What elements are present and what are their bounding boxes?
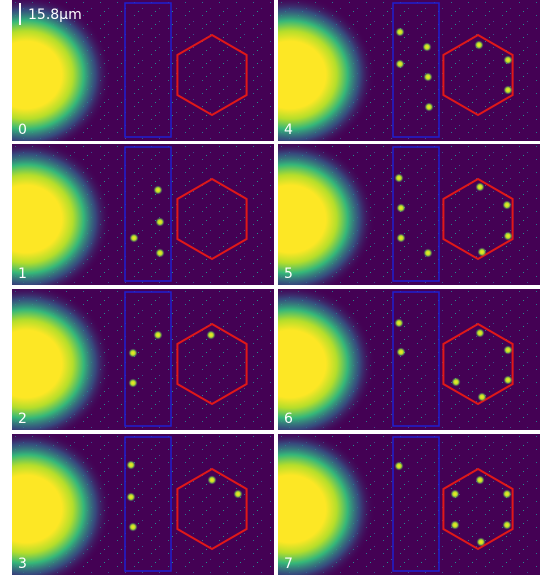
atom-spot bbox=[475, 41, 484, 50]
atom-spot bbox=[504, 232, 513, 241]
atom-spot bbox=[129, 349, 138, 358]
panel: 1 bbox=[0, 139, 274, 299]
scale-label: 15.8μm bbox=[28, 7, 82, 23]
atom-spot bbox=[425, 103, 434, 112]
atom-spot bbox=[504, 56, 513, 65]
panel: 2 bbox=[0, 284, 274, 444]
atom-spot bbox=[154, 186, 163, 195]
atom-spot bbox=[476, 476, 485, 485]
atom-spot bbox=[396, 28, 405, 37]
atom-spot bbox=[396, 60, 405, 69]
panel-label: 4 bbox=[284, 122, 293, 138]
atom-spot bbox=[129, 523, 138, 532]
atom-spot bbox=[127, 493, 136, 502]
atom-spot bbox=[477, 538, 486, 547]
atom-spot bbox=[207, 331, 216, 340]
atom-spot bbox=[451, 490, 460, 499]
atom-spot bbox=[395, 319, 404, 328]
panel-label: 7 bbox=[284, 556, 293, 572]
atom-spot bbox=[504, 346, 513, 355]
panel: 0 bbox=[0, 0, 274, 155]
atom-spot bbox=[397, 204, 406, 213]
panel-label: 1 bbox=[18, 266, 27, 282]
panel-label: 5 bbox=[284, 266, 293, 282]
atom-spot bbox=[423, 43, 432, 52]
panel: 3 bbox=[0, 429, 274, 577]
atom-spot bbox=[130, 234, 139, 243]
figure: 0 1 2 3 4 5 6 7 15.8μm bbox=[0, 0, 542, 577]
panel-label: 3 bbox=[18, 556, 27, 572]
atom-spot bbox=[478, 248, 487, 257]
atom-spot bbox=[478, 393, 487, 402]
atom-spot bbox=[395, 462, 404, 471]
atom-spot bbox=[503, 521, 512, 530]
atom-spot bbox=[503, 490, 512, 499]
atom-spot bbox=[503, 201, 512, 210]
panel-label: 0 bbox=[18, 122, 27, 138]
atom-spot bbox=[424, 249, 433, 258]
atom-spot bbox=[234, 490, 243, 499]
atom-spot bbox=[504, 86, 513, 95]
atom-spot bbox=[397, 348, 406, 357]
atom-spot bbox=[452, 378, 461, 387]
panel-label: 2 bbox=[18, 411, 27, 427]
atom-spot bbox=[504, 376, 513, 385]
atom-spot bbox=[127, 461, 136, 470]
atom-spot bbox=[208, 476, 217, 485]
atom-spot bbox=[397, 234, 406, 243]
atom-spot bbox=[154, 331, 163, 340]
atom-spot bbox=[156, 249, 165, 258]
atom-spot bbox=[424, 73, 433, 82]
atom-spot bbox=[476, 329, 485, 338]
panel-label: 6 bbox=[284, 411, 293, 427]
atom-spot bbox=[156, 218, 165, 227]
atom-spot bbox=[395, 174, 404, 183]
atom-spot bbox=[451, 521, 460, 530]
atom-spot bbox=[129, 379, 138, 388]
atom-spot bbox=[476, 183, 485, 192]
